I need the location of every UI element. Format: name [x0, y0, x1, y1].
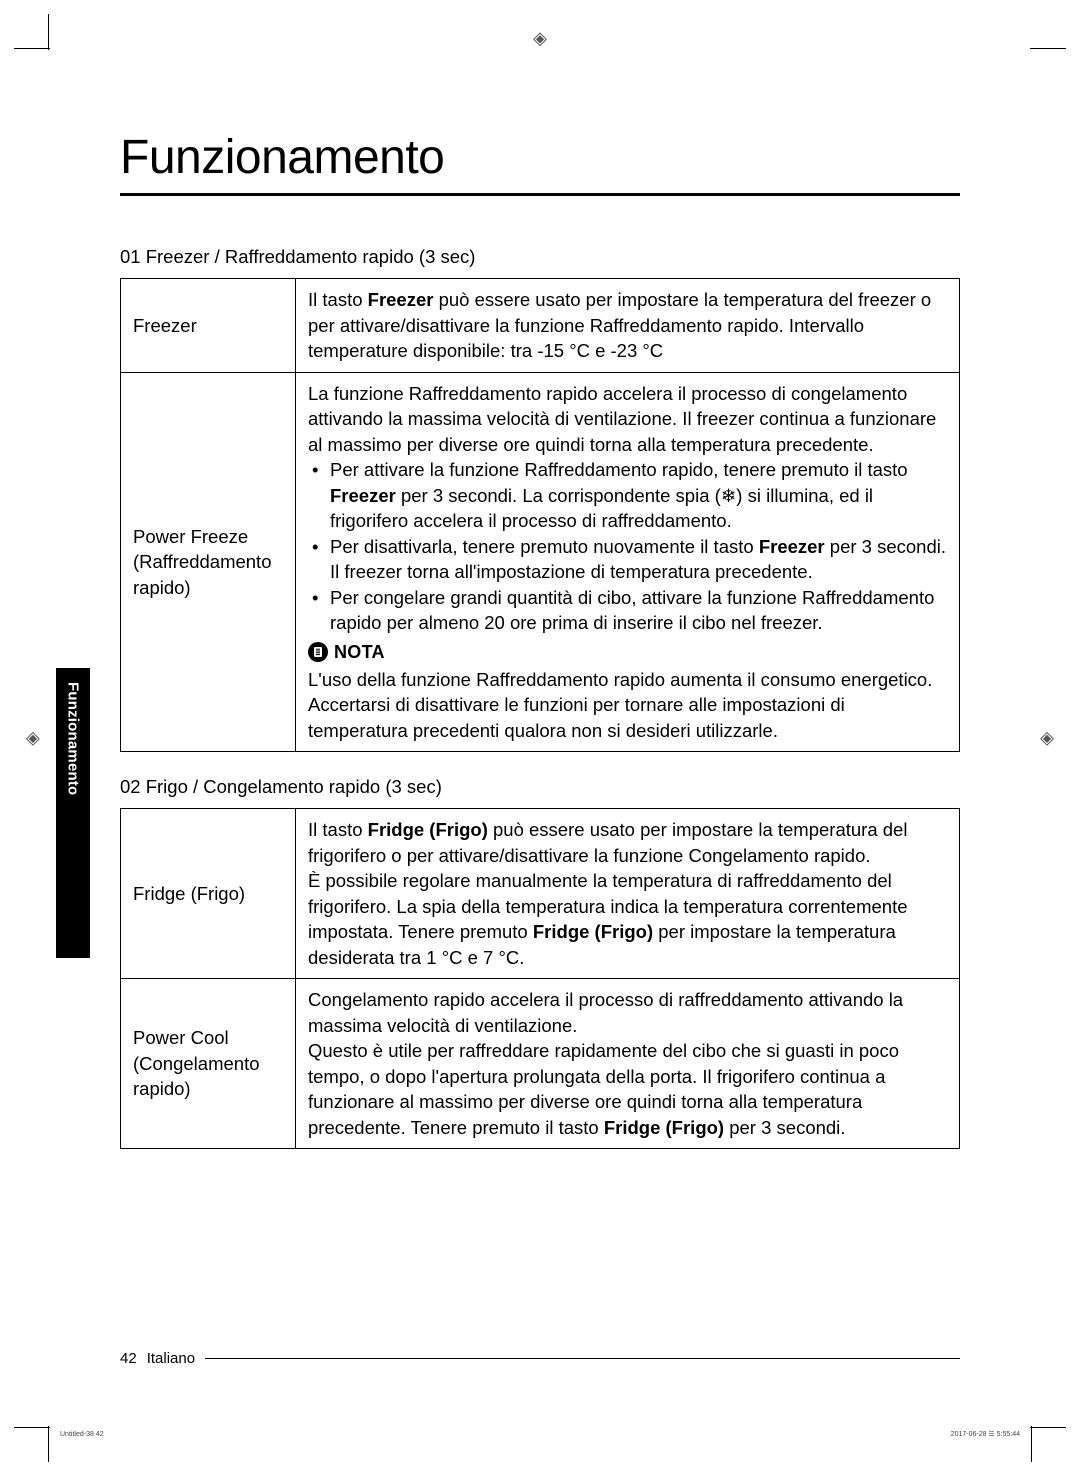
crop-mark	[14, 1427, 50, 1428]
footer-rule	[205, 1358, 960, 1359]
title-rule	[120, 193, 960, 196]
registration-mark-left: ◈	[26, 728, 40, 749]
paragraph: Congelamento rapido accelera il processo…	[308, 987, 947, 1038]
row-desc: Il tasto Fridge (Frigo) può essere usato…	[296, 809, 960, 979]
row-desc: La funzione Raffreddamento rapido accele…	[296, 372, 960, 752]
side-tab: Funzionamento	[56, 668, 90, 958]
row-label: Power Freeze (Raffreddamento rapido)	[121, 372, 296, 752]
row-desc: Il tasto Freezer può essere usato per im…	[296, 279, 960, 373]
row-desc: Congelamento rapido accelera il processo…	[296, 979, 960, 1149]
table-row: Power Cool (Congelamento rapido) Congela…	[121, 979, 960, 1149]
crop-mark	[1030, 48, 1066, 49]
intro-text: La funzione Raffreddamento rapido accele…	[308, 381, 947, 458]
paragraph: Questo è utile per raffreddare rapidamen…	[308, 1038, 947, 1140]
text-bold: Fridge (Frigo)	[604, 1117, 724, 1138]
crop-mark	[1031, 1426, 1032, 1462]
text: Il tasto	[308, 289, 368, 310]
nota-label: NOTA	[334, 640, 385, 665]
text-bold: Freezer	[368, 289, 434, 310]
row-label: Power Cool (Congelamento rapido)	[121, 979, 296, 1149]
list-item: Per disattivarla, tenere premuto nuovame…	[330, 534, 947, 585]
paragraph: Il tasto Fridge (Frigo) può essere usato…	[308, 817, 947, 868]
row-label: Freezer	[121, 279, 296, 373]
page-content: Funzionamento 01 Freezer / Raffreddament…	[120, 130, 960, 1173]
nota-row: NOTA	[308, 640, 947, 665]
text: Per disattivarla, tenere premuto nuovame…	[330, 536, 759, 557]
text: per 3 secondi.	[724, 1117, 845, 1138]
text-bold: Fridge (Frigo)	[533, 921, 653, 942]
text: Per attivare la funzione Raffreddamento …	[330, 459, 908, 480]
imprint-left: Untitled-38 42	[60, 1431, 104, 1438]
page-footer: 42 Italiano	[120, 1350, 960, 1367]
list-item: Per congelare grandi quantità di cibo, a…	[330, 585, 947, 636]
crop-mark	[48, 14, 49, 50]
page-number: 42	[120, 1350, 137, 1367]
crop-mark	[14, 48, 50, 49]
crop-mark	[1030, 1427, 1066, 1428]
table-row: Fridge (Frigo) Il tasto Fridge (Frigo) p…	[121, 809, 960, 979]
table-row: Freezer Il tasto Freezer può essere usat…	[121, 279, 960, 373]
bullet-list: Per attivare la funzione Raffreddamento …	[308, 457, 947, 636]
text: Il tasto	[308, 819, 368, 840]
imprint-right: 2017-06-28 ☰ 5:55:44	[951, 1430, 1020, 1438]
page-title: Funzionamento	[120, 130, 960, 185]
crop-mark	[48, 1426, 49, 1462]
section2-table: Fridge (Frigo) Il tasto Fridge (Frigo) p…	[120, 808, 960, 1149]
text: per 3 secondi. La corrispondente spia (❄…	[330, 485, 873, 532]
section1-table: Freezer Il tasto Freezer può essere usat…	[120, 278, 960, 752]
text-bold: Fridge (Frigo)	[368, 819, 488, 840]
row-label: Fridge (Frigo)	[121, 809, 296, 979]
text-bold: Freezer	[330, 485, 396, 506]
nota-text: L'uso della funzione Raffreddamento rapi…	[308, 667, 947, 744]
registration-mark-right: ◈	[1040, 728, 1054, 749]
table-row: Power Freeze (Raffreddamento rapido) La …	[121, 372, 960, 752]
list-item: Per attivare la funzione Raffreddamento …	[330, 457, 947, 534]
registration-mark-top: ◈	[533, 28, 547, 49]
section1-heading: 01 Freezer / Raffreddamento rapido (3 se…	[120, 246, 960, 268]
note-icon	[308, 642, 328, 662]
paragraph: È possibile regolare manualmente la temp…	[308, 868, 947, 970]
section2-heading: 02 Frigo / Congelamento rapido (3 sec)	[120, 776, 960, 798]
page-language: Italiano	[147, 1350, 195, 1367]
text-bold: Freezer	[759, 536, 825, 557]
